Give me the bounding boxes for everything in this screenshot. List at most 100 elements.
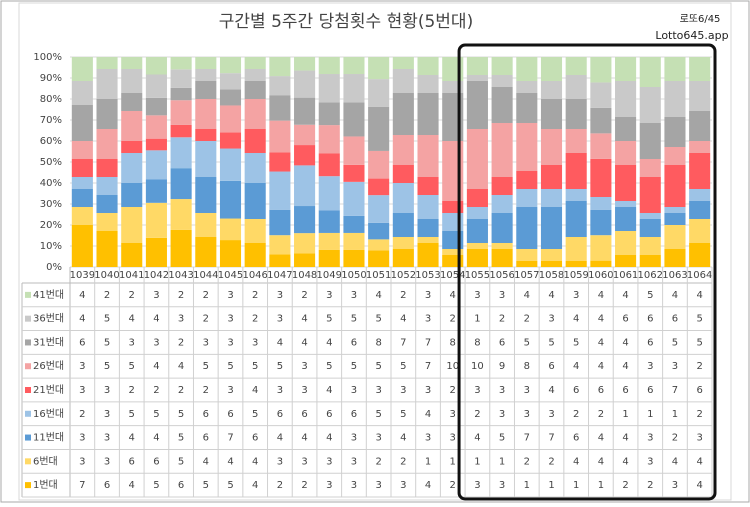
bar-segment [516, 81, 538, 93]
y-tick-label: 40% [40, 178, 62, 189]
legend-swatch [25, 387, 31, 393]
table-cell: 3 [277, 456, 283, 467]
table-cell: 6 [647, 385, 653, 396]
table-cell: 8 [474, 337, 480, 348]
bar-segment [343, 215, 365, 233]
table-cell: 4 [598, 361, 604, 372]
x-tick-label: 1048 [292, 270, 317, 281]
bar-segment [195, 141, 217, 177]
x-tick-label: 1046 [242, 270, 267, 281]
table-cell: 3 [326, 456, 332, 467]
bar-segment [392, 237, 414, 249]
table-cell: 5 [129, 361, 135, 372]
bar-segment [269, 171, 291, 210]
bar-segment [689, 153, 711, 189]
table-cell: 8 [450, 337, 456, 348]
table-cell: 7 [425, 361, 431, 372]
table-cell: 8 [524, 361, 530, 372]
bar-segment [145, 115, 167, 139]
bar-segment [294, 253, 316, 267]
table-cell: 6 [203, 409, 209, 420]
bar-segment [639, 123, 661, 159]
bar-segment [417, 243, 439, 267]
bar-segment [516, 57, 538, 81]
table-cell: 3 [375, 385, 381, 396]
table-cell: 3 [104, 385, 110, 396]
bar-segment [516, 189, 538, 207]
x-tick-label: 1057 [514, 270, 539, 281]
bar-segment [516, 93, 538, 123]
bar-segment [565, 153, 587, 189]
bar-segment [269, 120, 291, 153]
x-tick-label: 1056 [489, 270, 514, 281]
bar-segment [466, 81, 488, 129]
bar-segment [71, 141, 93, 159]
legend-label: 36번대 [33, 313, 64, 325]
table-cell: 7 [548, 433, 554, 444]
table-cell: 6 [104, 480, 110, 491]
x-tick-label: 1061 [613, 270, 638, 281]
table-cell: 3 [450, 409, 456, 420]
bar-segment [195, 69, 217, 81]
bar-segment [540, 57, 563, 81]
bar-segment [639, 237, 661, 255]
table-cell: 4 [598, 433, 604, 444]
bar-segment [689, 111, 711, 141]
bar-segment [639, 219, 661, 237]
table-cell: 4 [622, 290, 628, 301]
bar-segment [121, 93, 143, 111]
table-cell: 2 [178, 337, 184, 348]
x-tick-label: 1049 [317, 270, 342, 281]
bar-segment [565, 237, 587, 261]
bar-segment [590, 57, 612, 83]
table-cell: 4 [375, 290, 381, 301]
bar-segment [343, 57, 365, 75]
table-cell: 4 [252, 480, 258, 491]
table-cell: 3 [425, 385, 431, 396]
table-cell: 3 [474, 385, 480, 396]
table-cell: 3 [79, 433, 85, 444]
table-cell: 4 [153, 314, 159, 325]
bar-segment [219, 73, 242, 90]
table-cell: 4 [153, 361, 159, 372]
table-cell: 5 [351, 361, 357, 372]
table-cell: 2 [400, 290, 406, 301]
bar-segment [368, 79, 390, 107]
bar-segment [145, 237, 167, 267]
table-cell: 1 [450, 456, 456, 467]
table-cell: 5 [203, 480, 209, 491]
table-cell: 3 [79, 385, 85, 396]
bar-segment [294, 57, 316, 71]
table-cell: 4 [301, 433, 307, 444]
table-cell: 5 [277, 361, 283, 372]
bar-segment [368, 57, 390, 80]
bar-segment [121, 243, 143, 267]
bar-segment [71, 225, 93, 267]
bar-segment [318, 232, 340, 250]
y-tick-label: 50% [40, 157, 62, 168]
table-cell: 8 [375, 337, 381, 348]
table-cell: 4 [129, 433, 135, 444]
bar-segment [195, 129, 217, 141]
bar-segment [219, 180, 242, 219]
bar-segment [343, 136, 365, 165]
bar-segment [343, 181, 365, 216]
table-cell: 6 [672, 314, 678, 325]
table-cell: 3 [351, 480, 357, 491]
bar-segment [615, 165, 637, 201]
x-tick-label: 1053 [415, 270, 440, 281]
bar-segment [294, 233, 316, 254]
bar-segment [170, 57, 192, 70]
bar-segment [121, 153, 143, 183]
table-cell: 6 [499, 337, 505, 348]
bar-segment [689, 141, 711, 153]
bar-segment [343, 102, 365, 137]
bar-segment [368, 222, 390, 240]
table-cell: 6 [129, 456, 135, 467]
table-cell: 4 [129, 314, 135, 325]
table-cell: 2 [499, 314, 505, 325]
bar-segment [590, 82, 612, 108]
x-tick-label: 1064 [687, 270, 712, 281]
bar-segment [590, 260, 612, 267]
